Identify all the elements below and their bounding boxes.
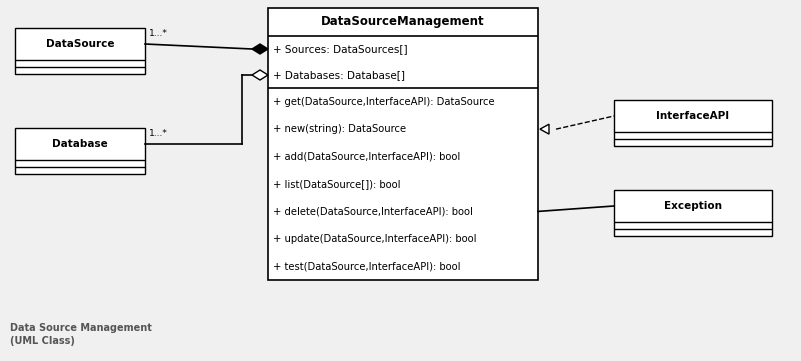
Text: DataSourceManagement: DataSourceManagement: [321, 16, 485, 29]
Text: DataSource: DataSource: [46, 39, 115, 49]
Text: + update(DataSource,InterfaceAPI): bool: + update(DataSource,InterfaceAPI): bool: [273, 234, 477, 244]
Bar: [268, 8, 538, 280]
Bar: [614, 100, 772, 146]
Bar: [614, 190, 772, 236]
Text: + Databases: Database[]: + Databases: Database[]: [273, 70, 405, 80]
Bar: [15, 28, 145, 74]
Text: 1...*: 1...*: [149, 129, 168, 138]
Polygon shape: [252, 70, 268, 80]
Text: + new(string): DataSource: + new(string): DataSource: [273, 124, 406, 134]
Text: + Sources: DataSources[]: + Sources: DataSources[]: [273, 44, 408, 54]
Text: Database: Database: [52, 139, 108, 149]
Polygon shape: [540, 124, 549, 134]
Text: Exception: Exception: [664, 201, 722, 211]
Text: + delete(DataSource,InterfaceAPI): bool: + delete(DataSource,InterfaceAPI): bool: [273, 206, 473, 217]
Text: Data Source Management
(UML Class): Data Source Management (UML Class): [10, 323, 152, 346]
Text: + add(DataSource,InterfaceAPI): bool: + add(DataSource,InterfaceAPI): bool: [273, 152, 461, 162]
Bar: [15, 128, 145, 174]
Text: + test(DataSource,InterfaceAPI): bool: + test(DataSource,InterfaceAPI): bool: [273, 261, 461, 271]
Text: InterfaceAPI: InterfaceAPI: [657, 111, 730, 121]
Text: 1...*: 1...*: [149, 29, 168, 38]
Text: + get(DataSource,InterfaceAPI): DataSource: + get(DataSource,InterfaceAPI): DataSour…: [273, 97, 495, 107]
Polygon shape: [252, 44, 268, 54]
Text: + list(DataSource[]): bool: + list(DataSource[]): bool: [273, 179, 400, 189]
